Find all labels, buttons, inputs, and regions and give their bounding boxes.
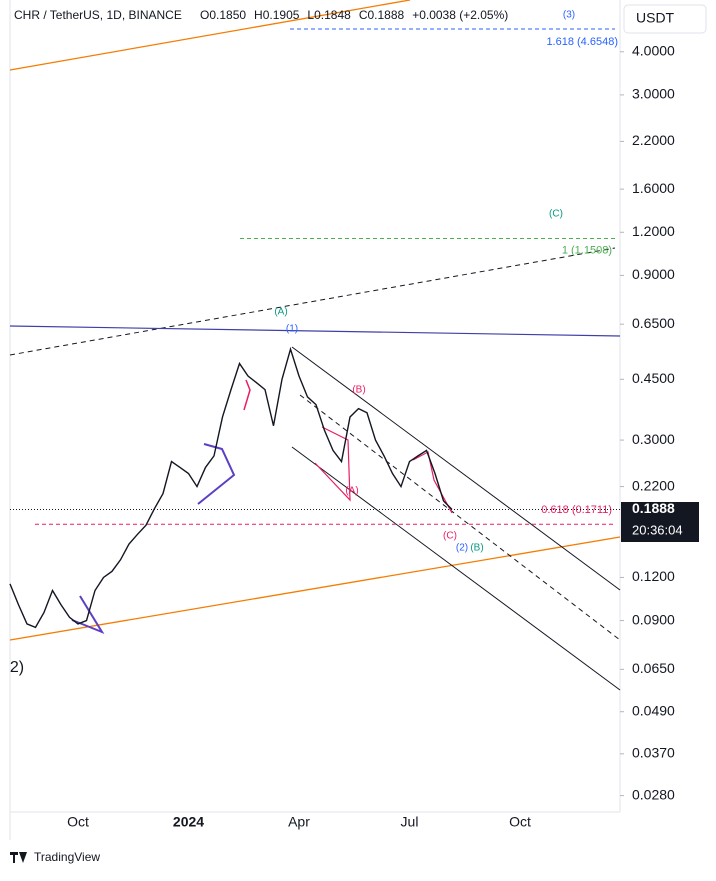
wave-label: (1) [286, 324, 298, 335]
y-tick-label: 0.1200 [632, 568, 675, 584]
currency[interactable]: USDT [636, 10, 675, 26]
y-tick-label: 4.0000 [632, 42, 675, 58]
y-tick-label: 0.2200 [632, 477, 675, 493]
ohlc-group: O0.1850 H0.1905 L0.1848 C0.1888 +0.0038 (+2.… [200, 8, 508, 22]
wave-label: (C) [443, 531, 457, 542]
ohlc-value: C0.1888 [359, 8, 405, 22]
y-tick-label: 3.0000 [632, 86, 675, 102]
wave [314, 426, 351, 502]
fib-label: 0.618 (0.1711) [541, 504, 612, 516]
y-tick-label: 0.0280 [632, 786, 675, 802]
ohlc-value: H0.1905 [254, 8, 300, 22]
channel-line [291, 346, 621, 591]
trend-line [9, 0, 411, 71]
triangle [71, 595, 105, 635]
channel-line [291, 446, 621, 691]
fib-label: 1.618 (4.6548) [546, 36, 618, 48]
y-tick-label: 0.4500 [632, 370, 675, 386]
triangle [197, 443, 236, 505]
channel-line [299, 394, 621, 641]
wave-label: (B) [470, 543, 483, 554]
trend-line [9, 247, 616, 356]
trend-line [9, 325, 621, 337]
symbol: CHR / TetherUS, 1D, BINANCE [14, 8, 182, 22]
drawings [9, 0, 621, 691]
trend-line [9, 536, 621, 641]
y-tick-label: 0.3000 [632, 431, 675, 447]
brand: TradingView [34, 850, 100, 864]
wave-label: (A) [345, 486, 358, 497]
fib-label: 1 (1.1508) [562, 244, 612, 256]
ohlc-value: +0.0038 (+2.05%) [412, 8, 508, 22]
wave-label: (B) [352, 385, 365, 396]
wave-label: (A) [274, 307, 287, 318]
y-tick-label: 0.0650 [632, 660, 675, 676]
y-tick-label: 1.2000 [632, 223, 675, 239]
x-tick-label: 2024 [173, 814, 204, 830]
countdown: 20:36:04 [632, 522, 683, 537]
x-tick-label: Oct [509, 814, 531, 830]
y-tick-label: 2.2000 [632, 132, 675, 148]
y-tick-label: 0.6500 [632, 315, 675, 331]
last-price: 0.1888 [632, 500, 675, 516]
wave-label: (3) [563, 10, 575, 21]
wave [243, 379, 251, 411]
x-tick-label: Jul [401, 814, 419, 830]
wave-label: 2) [10, 659, 24, 676]
y-tick-label: 0.0490 [632, 702, 675, 718]
y-tick-label: 0.0900 [632, 611, 675, 627]
y-tick-label: 1.6000 [632, 180, 675, 196]
wave-label: (2) [456, 543, 468, 554]
currency-button[interactable] [623, 4, 707, 34]
y-tick-label: 0.9000 [632, 266, 675, 282]
price-line [9, 346, 453, 629]
price-box [621, 502, 699, 542]
y-tick-label: 0.0370 [632, 745, 675, 761]
ohlc-value: O0.1850 [200, 8, 246, 22]
wave [412, 451, 453, 514]
ohlc-value: L0.1848 [307, 8, 351, 22]
brand-logo [10, 852, 27, 863]
wave-label: (C) [549, 209, 563, 220]
x-tick-label: Oct [67, 814, 89, 830]
x-tick-label: Apr [288, 814, 310, 830]
